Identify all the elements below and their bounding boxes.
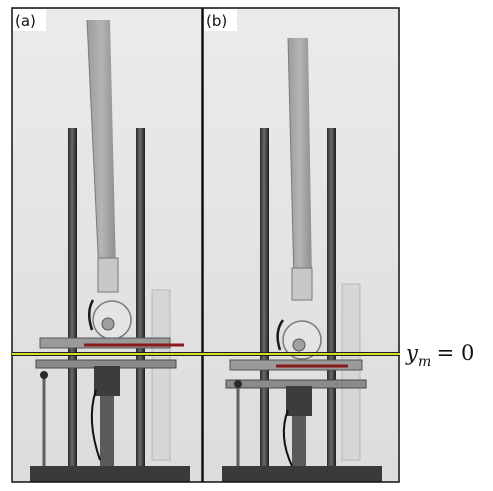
equation-base: y <box>405 341 419 365</box>
panel-b-label: (b) <box>206 12 227 30</box>
panel-b-clamp <box>291 267 313 301</box>
panel-a-beam-edge <box>86 19 100 275</box>
panel-a-label-box <box>13 9 46 31</box>
panel-a-ruler <box>151 289 171 461</box>
panel-a-left-rod <box>68 128 77 478</box>
panel-a-cable <box>88 299 95 331</box>
panel-a-coupling <box>94 366 120 396</box>
panel-b-cable <box>276 319 285 351</box>
panel-a-wheel-hub <box>101 317 115 331</box>
panel-b-left-rod <box>260 128 269 478</box>
panel-b-frame <box>202 7 400 483</box>
panel-b-flexible-beam <box>288 38 312 282</box>
panel-b: (b) <box>202 7 400 483</box>
panel-b-beam-edge <box>287 37 295 283</box>
panel-a-clamp <box>97 257 119 293</box>
panel-b-label-box <box>204 9 237 31</box>
panel-a-right-rod <box>136 128 145 478</box>
panel-a-flexible-beam <box>87 20 116 274</box>
equation-label: y m = 0 <box>405 341 474 370</box>
panel-a-frame <box>11 7 203 483</box>
panel-a: (a) <box>11 7 203 483</box>
panel-a-platform <box>39 337 171 349</box>
panel-b-lower-cable <box>282 409 293 467</box>
panel-b-wheel-hub <box>292 338 306 352</box>
equation-subscript: m <box>418 354 431 370</box>
panel-a-linkage-joint <box>40 371 48 379</box>
panel-a-label: (a) <box>15 12 36 30</box>
equation-rest: = 0 <box>430 341 474 365</box>
panel-b-shaft <box>292 416 306 468</box>
panel-b-linkage-joint <box>234 380 242 388</box>
panel-b-coupling <box>286 386 312 416</box>
panel-a-shaft <box>100 396 114 466</box>
panel-b-base <box>222 466 382 482</box>
panel-b-ruler <box>341 283 361 461</box>
panel-a-lower-cable <box>90 389 101 461</box>
panel-b-right-rod <box>327 128 336 478</box>
panel-a-base <box>30 466 190 482</box>
